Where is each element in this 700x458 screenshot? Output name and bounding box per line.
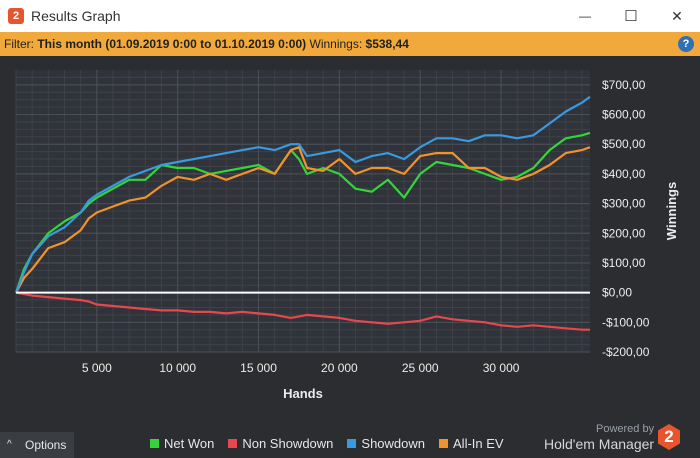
winnings-value: $538,44 [365, 37, 409, 51]
filter-label: Filter: [4, 37, 34, 51]
series-line-non-showdown [15, 291, 590, 331]
y-tick-label: $300,00 [602, 197, 646, 211]
app-logo-icon: 2 [8, 8, 24, 24]
legend-swatch [347, 438, 357, 448]
filter-value[interactable]: This month (01.09.2019 0:00 to 01.10.201… [37, 37, 307, 51]
close-button[interactable]: ✕ [654, 0, 700, 32]
x-tick-label: 20 000 [321, 361, 358, 375]
x-tick-label: 30 000 [483, 361, 520, 375]
y-tick-label: $700,00 [602, 78, 646, 92]
y-tick-label: -$100,00 [602, 315, 650, 329]
maximize-icon: ☐ [624, 8, 638, 25]
results-graph: $700,00 $600,00 $500,00 $400,00 $300,00 $200,… [14, 70, 679, 401]
x-tick-label: 10 000 [159, 361, 196, 375]
x-axis-label: Hands [283, 386, 323, 401]
legend-swatch [439, 438, 449, 448]
legend-item-all-in-ev[interactable]: All-In EV [439, 434, 504, 452]
maximize-button[interactable]: ☐ [608, 0, 654, 32]
y-tick-label: $100,00 [602, 256, 646, 270]
help-icon[interactable]: ? [678, 36, 694, 52]
brand-logo-icon: 2 [658, 424, 680, 450]
x-tick-label: 5 000 [82, 361, 112, 375]
legend-label: Non Showdown [242, 435, 334, 451]
legend-swatch [150, 438, 159, 448]
title-bar: 2 Results Graph — ☐ ✕ [0, 0, 700, 32]
winnings-label: Winnings: [309, 37, 363, 51]
brand-name: Hold'em Manager [544, 436, 655, 452]
y-tick-label: $400,00 [602, 167, 646, 181]
legend-item-net-won[interactable]: Net Won [150, 434, 214, 452]
legend-label: All-In EV [453, 435, 504, 451]
window-title: Results Graph [31, 8, 121, 24]
minimize-button[interactable]: — [562, 0, 608, 32]
y-axis-label: Winnings [664, 182, 679, 240]
legend-item-non-showdown[interactable]: Non Showdown [228, 434, 333, 452]
y-tick-label: $500,00 [602, 137, 646, 151]
x-tick-label: 15 000 [240, 361, 277, 375]
legend-label: Showdown [361, 435, 426, 451]
legend: Net Won Non Showdown Showdown All-In EV [150, 434, 504, 452]
y-tick-label: -$200,00 [602, 345, 650, 359]
y-tick-label: $0,00 [602, 286, 632, 300]
close-icon: ✕ [671, 7, 683, 24]
legend-swatch [228, 438, 238, 448]
y-tick-label: $200,00 [602, 226, 646, 240]
powered-by-text: Powered by [596, 423, 655, 435]
series-line-showdown [14, 95, 591, 294]
options-button[interactable]: ^ Options [0, 432, 74, 458]
filter-bar: Filter: This month (01.09.2019 0:00 to 0… [0, 32, 700, 56]
legend-item-showdown[interactable]: Showdown [347, 434, 425, 452]
y-tick-label: $600,00 [602, 108, 646, 122]
options-label: Options [25, 438, 67, 452]
series-line-net-won [14, 131, 591, 293]
chevron-up-icon: ^ [7, 439, 12, 450]
legend-label: Net Won [164, 435, 215, 451]
series-line-all-in-ev [15, 146, 591, 294]
x-tick-label: 25 000 [402, 361, 439, 375]
minimize-icon: — [579, 9, 591, 23]
